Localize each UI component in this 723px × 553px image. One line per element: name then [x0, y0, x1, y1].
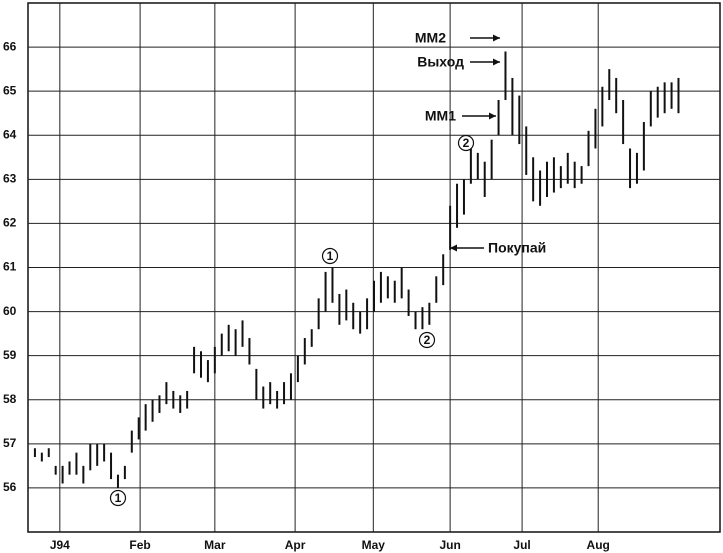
y-tick-label: 58	[3, 392, 17, 406]
annotation-circle	[457, 134, 475, 152]
annotation-circle	[109, 489, 127, 507]
annotation: 2	[424, 333, 431, 347]
arrow-head	[493, 34, 500, 42]
y-tick-label: 57	[3, 436, 17, 450]
arrow-head	[489, 112, 496, 120]
y-tick-label: 62	[3, 216, 17, 230]
arrow-head	[493, 58, 500, 66]
y-tick-label: 63	[3, 172, 17, 186]
y-tick-label: 60	[3, 304, 17, 318]
x-tick-label: J94	[50, 538, 70, 552]
annotation-circle	[418, 331, 436, 349]
x-tick-label: May	[362, 538, 386, 552]
y-tick-label: 65	[3, 83, 17, 97]
annotation: Покупай	[488, 240, 546, 256]
y-tick-label: 59	[3, 348, 17, 362]
y-tick-label: 61	[3, 260, 17, 274]
annotation: 2	[463, 136, 470, 150]
annotation: 1	[327, 249, 334, 263]
y-tick-label: 64	[3, 127, 17, 141]
x-tick-label: Mar	[204, 538, 226, 552]
x-tick-label: Jun	[439, 538, 460, 552]
annotation: MM1	[425, 108, 456, 124]
y-tick-label: 66	[3, 39, 17, 53]
x-tick-label: Aug	[587, 538, 610, 552]
x-tick-label: Jul	[513, 538, 530, 552]
y-tick-label: 56	[3, 480, 17, 494]
annotation: Выход	[417, 54, 464, 70]
annotation: MM2	[415, 30, 446, 46]
x-tick-label: Apr	[285, 538, 306, 552]
arrow-head	[450, 244, 457, 252]
x-tick-label: Feb	[129, 538, 150, 552]
annotation: 1	[115, 491, 122, 505]
annotation-circle	[321, 247, 339, 265]
